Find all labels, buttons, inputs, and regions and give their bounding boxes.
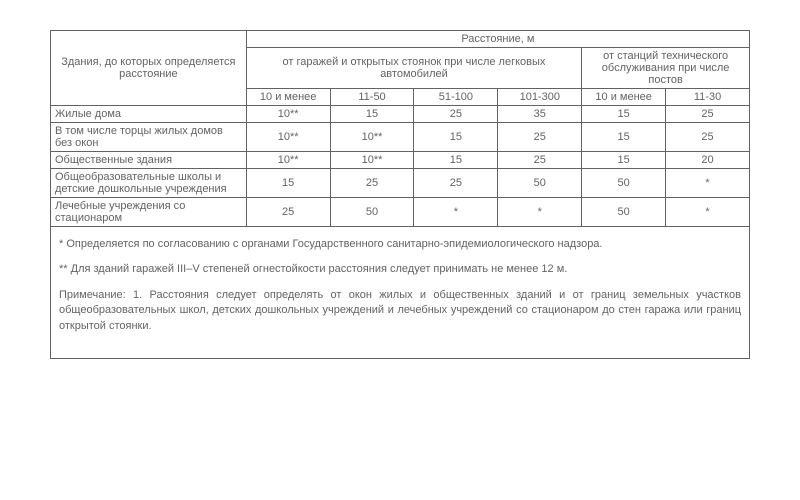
- cell: 25: [498, 123, 582, 152]
- col-b2: 11-30: [666, 89, 750, 106]
- note-3: Примечание: 1. Расстояния следует опреде…: [59, 288, 741, 334]
- notes-block: * Определяется по согласованию с органам…: [50, 227, 750, 359]
- cell: 25: [414, 106, 498, 123]
- cell: 10**: [330, 123, 414, 152]
- group-header-a: от гаражей и открытых стоянок при числе …: [246, 48, 582, 89]
- cell: 15: [414, 152, 498, 169]
- cell: *: [666, 169, 750, 198]
- cell: 15: [582, 123, 666, 152]
- cell: 15: [246, 169, 330, 198]
- table-row: Общеобразовательные школы и детские дошк…: [51, 169, 750, 198]
- cell: 50: [582, 169, 666, 198]
- col-a2: 11-50: [330, 89, 414, 106]
- row-label: Лечебные учреждения со стационаром: [51, 198, 247, 227]
- cell: 50: [330, 198, 414, 227]
- cell: 25: [330, 169, 414, 198]
- row-label: Жилые дома: [51, 106, 247, 123]
- distance-table: Здания, до которых определяется расстоян…: [50, 30, 750, 227]
- table-row: Общественные здания 10** 10** 15 25 15 2…: [51, 152, 750, 169]
- cell: 50: [498, 169, 582, 198]
- cell: 25: [414, 169, 498, 198]
- top-header: Расстояние, м: [246, 31, 749, 48]
- table-row: Жилые дома 10** 15 25 35 15 25: [51, 106, 750, 123]
- cell: *: [498, 198, 582, 227]
- cell: 15: [414, 123, 498, 152]
- row-label: В том числе торцы жилых домов без окон: [51, 123, 247, 152]
- table-row: В том числе торцы жилых домов без окон 1…: [51, 123, 750, 152]
- table-row: Лечебные учреждения со стационаром 25 50…: [51, 198, 750, 227]
- note-2: ** Для зданий гаражей III–V степеней огн…: [59, 262, 741, 277]
- col-a3: 51-100: [414, 89, 498, 106]
- col-a1: 10 и менее: [246, 89, 330, 106]
- cell: 25: [498, 152, 582, 169]
- document-page: Здания, до которых определяется расстоян…: [0, 0, 800, 379]
- col-b1: 10 и менее: [582, 89, 666, 106]
- cell: 35: [498, 106, 582, 123]
- cell: 10**: [330, 152, 414, 169]
- group-header-b: от станций технического обслуживания при…: [582, 48, 750, 89]
- cell: 10**: [246, 123, 330, 152]
- row-label: Общественные здания: [51, 152, 247, 169]
- cell: 10**: [246, 106, 330, 123]
- cell: 10**: [246, 152, 330, 169]
- col-a4: 101-300: [498, 89, 582, 106]
- cell: 25: [666, 106, 750, 123]
- table-body: Жилые дома 10** 15 25 35 15 25 В том чис…: [51, 106, 750, 227]
- note-1: * Определяется по согласованию с органам…: [59, 237, 741, 252]
- cell: 15: [330, 106, 414, 123]
- cell: 20: [666, 152, 750, 169]
- row-header: Здания, до которых определяется расстоян…: [51, 31, 247, 106]
- cell: *: [666, 198, 750, 227]
- cell: 25: [246, 198, 330, 227]
- row-label: Общеобразовательные школы и детские дошк…: [51, 169, 247, 198]
- cell: *: [414, 198, 498, 227]
- cell: 25: [666, 123, 750, 152]
- cell: 15: [582, 152, 666, 169]
- cell: 15: [582, 106, 666, 123]
- cell: 50: [582, 198, 666, 227]
